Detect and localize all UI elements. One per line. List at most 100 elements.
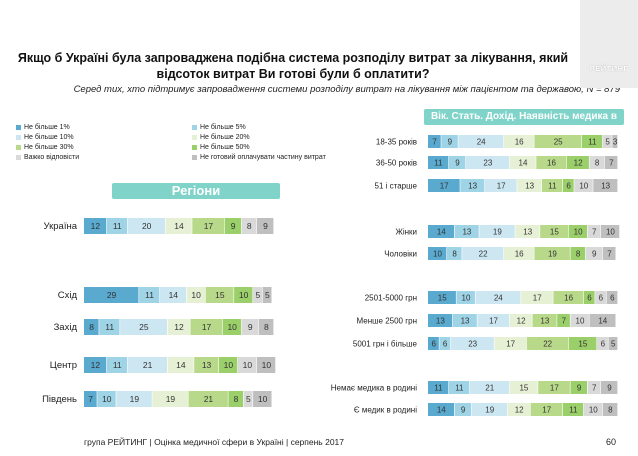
data-label: 17 <box>533 294 542 303</box>
bar-segment <box>258 319 274 335</box>
bar-segment <box>84 391 97 407</box>
footer: група РЕЙТИНГ | Оцінка медичної сфери в … <box>84 437 344 447</box>
data-label: 19 <box>166 394 176 404</box>
bar-segment <box>428 156 449 169</box>
bar-segment <box>450 337 494 350</box>
data-label: 10 <box>224 360 234 370</box>
bar-segment <box>194 357 219 373</box>
data-label: 10 <box>239 290 249 300</box>
data-label: 16 <box>515 138 524 147</box>
regions-header: Регіони <box>112 183 280 199</box>
bar-segment <box>152 391 188 407</box>
data-label: 12 <box>574 159 583 168</box>
bar-segment <box>428 135 441 148</box>
data-label: 20 <box>142 221 152 231</box>
bar-segment <box>205 287 234 303</box>
bar-segment <box>517 179 542 192</box>
data-label: 7 <box>432 138 437 147</box>
bar-segment <box>127 218 166 234</box>
data-label: 23 <box>468 340 477 349</box>
bar-segment <box>593 179 618 192</box>
bar-segment <box>570 381 587 394</box>
bar-segment <box>84 218 107 234</box>
data-label: 8 <box>247 221 252 231</box>
data-label: 5 <box>605 138 610 147</box>
legend-swatch <box>192 145 197 150</box>
data-label: 9 <box>231 221 236 231</box>
bar-segment <box>504 247 534 260</box>
data-label: 19 <box>485 406 494 415</box>
bar-segment <box>428 179 460 192</box>
data-label: 10 <box>576 317 585 326</box>
data-label: 10 <box>606 228 615 237</box>
bar-segment <box>253 391 272 407</box>
bar-segment <box>452 314 477 327</box>
data-label: 14 <box>169 290 179 300</box>
bar-segment <box>466 156 510 169</box>
data-label: 19 <box>548 250 557 259</box>
data-label: 11 <box>145 290 154 300</box>
bar-segment <box>562 179 574 192</box>
data-label: 6 <box>601 340 606 349</box>
bar-segment <box>454 225 479 238</box>
bar-segment <box>222 319 242 335</box>
bar-segment <box>97 391 116 407</box>
data-label: 10 <box>102 394 112 404</box>
bar-segment <box>509 314 532 327</box>
legend-swatch <box>16 145 21 150</box>
data-label: 12 <box>517 317 526 326</box>
legend-item: Не більше 1% <box>16 124 70 131</box>
data-label: 11 <box>548 182 557 191</box>
data-label: 17 <box>204 221 214 231</box>
chart-subtitle: Серед тих, хто підтримує запровадження с… <box>73 84 620 95</box>
bar-segment <box>428 247 447 260</box>
data-label: 15 <box>215 290 225 300</box>
data-label: 17 <box>202 322 212 332</box>
data-label: 6 <box>431 340 436 349</box>
data-label: 10 <box>589 406 598 415</box>
bar-segment <box>566 156 589 169</box>
legend-item: Не більше 30% <box>16 144 74 151</box>
bar-segment <box>600 225 620 238</box>
data-label: 11 <box>434 159 443 168</box>
bar-segment <box>597 337 608 350</box>
bar-segment <box>127 357 167 373</box>
data-label: 24 <box>477 138 486 147</box>
category-label: Центр <box>50 360 77 371</box>
bar-segment <box>84 287 139 303</box>
bar-segment <box>462 247 504 260</box>
data-label: 7 <box>592 228 597 237</box>
category-label: 2501-5000 грн <box>365 294 417 303</box>
data-label: 13 <box>601 182 610 191</box>
bar-segment <box>521 291 553 304</box>
data-label: 13 <box>462 228 471 237</box>
bar-segment <box>469 381 510 394</box>
data-label: 9 <box>607 384 612 393</box>
data-label: 14 <box>174 221 184 231</box>
legend-item: Важко відповісти <box>16 154 79 161</box>
bar-segment <box>515 225 540 238</box>
bar-segment <box>477 314 510 327</box>
bar-segment <box>218 357 238 373</box>
data-label: 17 <box>506 340 515 349</box>
bar-segment <box>454 403 472 416</box>
data-label: 5 <box>255 290 260 300</box>
data-label: 9 <box>448 138 453 147</box>
bar-segment <box>568 225 587 238</box>
data-label: 14 <box>598 317 607 326</box>
data-label: 10 <box>243 360 253 370</box>
bar-segment <box>428 381 449 394</box>
bar-segment <box>428 337 439 350</box>
data-label: 22 <box>543 340 552 349</box>
bar-segment <box>224 218 242 234</box>
legend-item: Не готовий оплачувати частину витрат <box>192 154 326 161</box>
bar-segment <box>585 247 603 260</box>
bar-segment <box>237 357 257 373</box>
legend-label: Не готовий оплачувати частину витрат <box>200 154 326 161</box>
bar-segment <box>447 247 462 260</box>
bar-segment <box>534 135 582 148</box>
legend-label: Не більше 20% <box>200 134 250 141</box>
bar-segment <box>568 337 597 350</box>
bar-segment <box>243 391 253 407</box>
bar-segment <box>84 357 107 373</box>
